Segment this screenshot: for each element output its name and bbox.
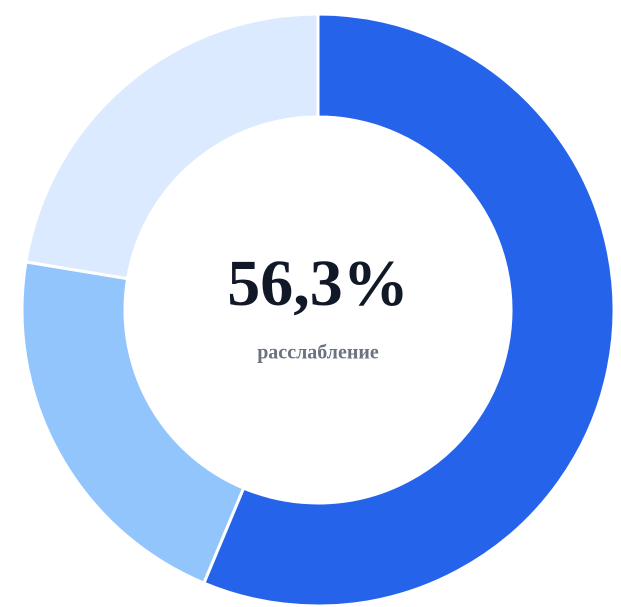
center-value: 56,3% — [227, 247, 409, 320]
donut-segment — [201, 12, 616, 607]
donut-segment — [20, 260, 246, 586]
donut-segment — [24, 12, 320, 281]
center-caption: расслабление — [257, 342, 379, 364]
